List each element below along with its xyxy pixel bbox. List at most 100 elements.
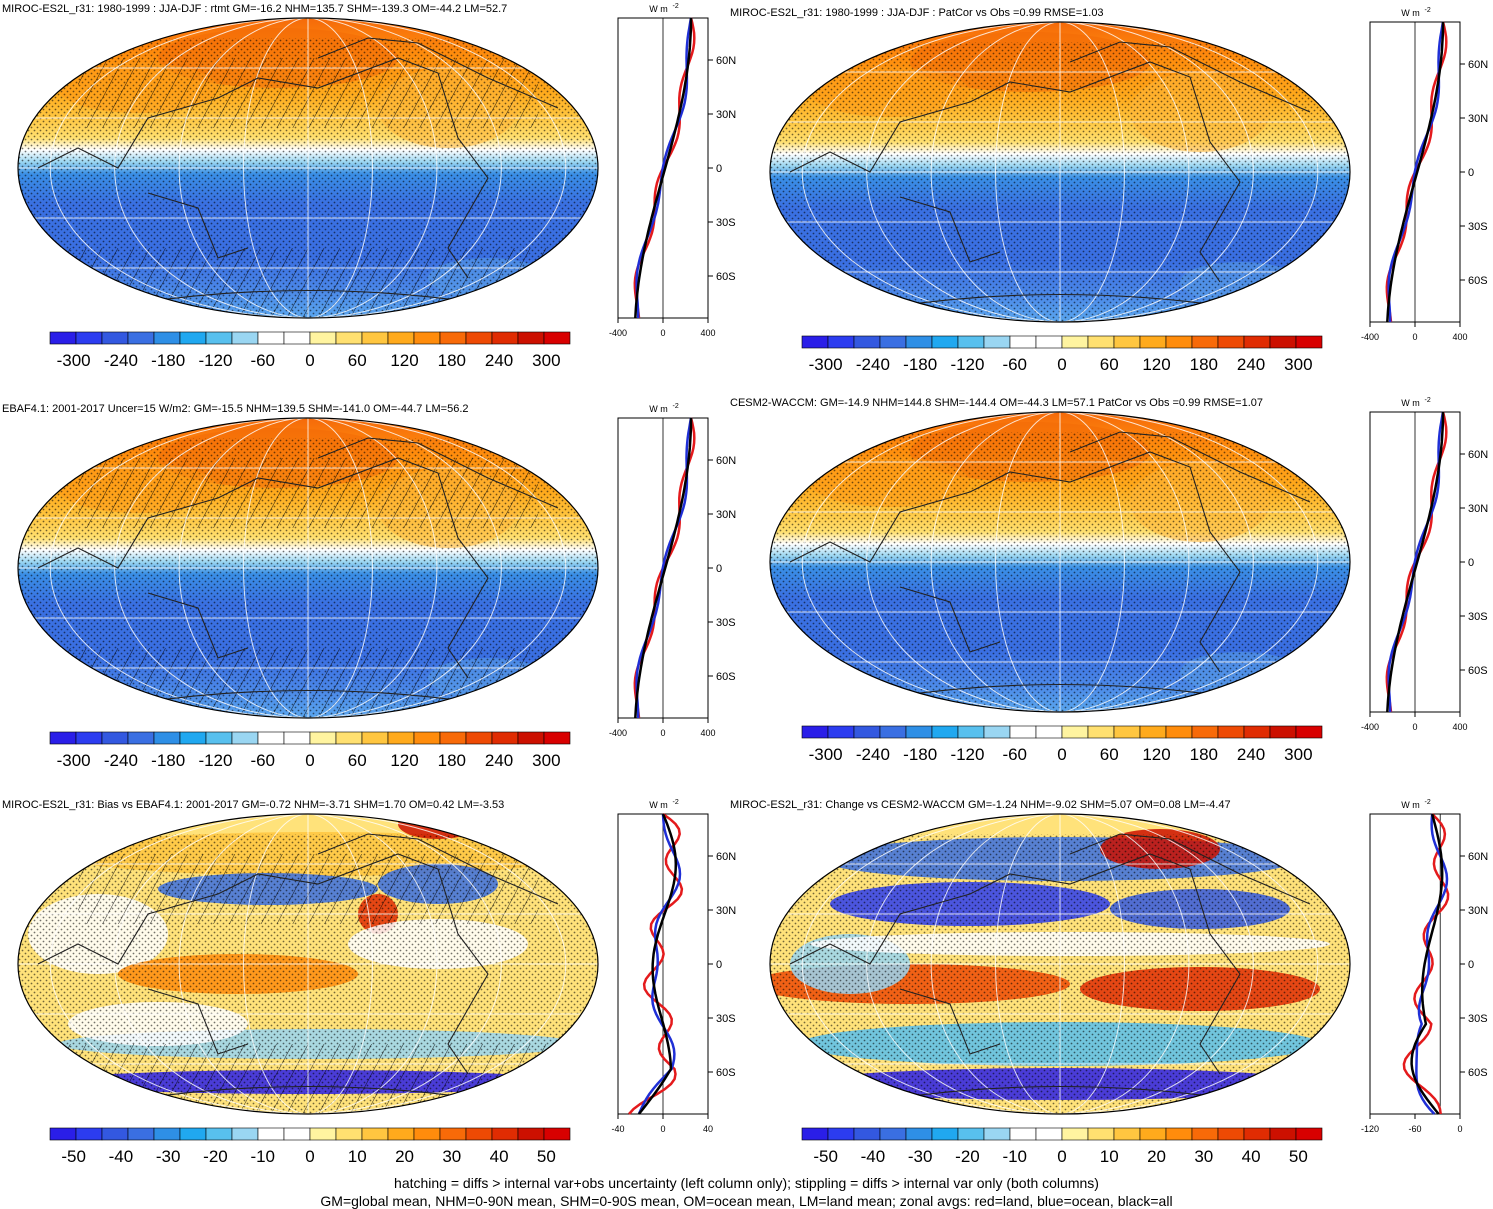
colorbar-box: [931, 1127, 959, 1141]
zonal-plot: W m -2 60N 30N 0 30S 60S -400 0 400: [609, 403, 736, 738]
colorbar-tick-label: -30: [908, 1147, 933, 1166]
zonal-x-label: -400: [1361, 722, 1379, 732]
colorbar-box: [387, 731, 415, 745]
colorbar-box: [309, 731, 337, 745]
colorbar-tick-label: -300: [57, 751, 91, 770]
graticule-lon: [243, 814, 309, 1114]
zonal-lat-label: 60N: [1468, 851, 1488, 863]
antarctica-coast: [889, 1085, 1231, 1100]
zonal-unit-exp: -2: [673, 3, 679, 10]
graticule-lon: [114, 418, 309, 718]
colorbar-box: [801, 725, 829, 739]
graticule-lon: [930, 22, 1061, 322]
graticule-lon: [307, 814, 373, 1114]
colorbar-box: [257, 331, 285, 345]
colorbar-box: [1243, 335, 1271, 349]
colorbar-box: [361, 1127, 389, 1141]
colorbar-tick-label: -10: [1002, 1147, 1027, 1166]
graticule-lon: [1059, 22, 1190, 322]
graticule-lon: [930, 412, 1061, 712]
map-field: [18, 814, 598, 1114]
colorbar-tick-label: 240: [485, 351, 513, 370]
graticule-lon: [1059, 814, 1254, 1114]
zonal-lat-label: 30S: [716, 1013, 736, 1025]
panel-p6: MIROC-ES2L_r31: Change vs CESM2-WACCM GM…: [730, 799, 1488, 1166]
colorbar-box: [853, 725, 881, 739]
colorbar-box: [905, 335, 933, 349]
zonal-curve-ocean: [1387, 21, 1445, 323]
colorbar-box: [1087, 335, 1115, 349]
zonal-plot: W m -2 60N 30N 0 30S 60S -400 0 400: [1361, 7, 1488, 342]
colorbar-tick-label: -10: [250, 1147, 275, 1166]
colorbar-box: [231, 331, 259, 345]
zonal-lat-label: 60S: [1468, 275, 1488, 287]
colorbar-box: [491, 331, 519, 345]
colorbar-box: [387, 331, 415, 345]
colorbar-tick-label: 20: [395, 1147, 414, 1166]
footer-line-1: hatching = diffs > internal var+obs unce…: [394, 1175, 1099, 1191]
zonal-lat-label: 60N: [716, 55, 736, 67]
colorbar-box: [413, 331, 441, 345]
colorbar-box: [983, 725, 1011, 739]
panel-title: MIROC-ES2L_r31: 1980-1999 : JJA-DJF : rt…: [2, 3, 507, 15]
colorbar-tick-label: -20: [955, 1147, 980, 1166]
colorbar-box: [439, 331, 467, 345]
zonal-unit: W m: [1401, 398, 1420, 408]
colorbar-box: [1191, 725, 1219, 739]
zonal-lat-label: 30N: [716, 905, 736, 917]
graticule-lon: [178, 18, 309, 318]
colorbar-box: [1217, 335, 1245, 349]
colorbar-tick-label: 60: [348, 751, 367, 770]
zonal-plot: W m -2 60N 30N 0 30S 60S -40 0 40: [611, 799, 736, 1134]
colorbar-box: [1269, 725, 1297, 739]
zonal-x-label: 400: [1452, 332, 1467, 342]
zonal-x-label: 0: [1412, 722, 1417, 732]
graticule-lon: [1059, 22, 1254, 322]
colorbar-box: [205, 331, 233, 345]
colorbar-box: [257, 1127, 285, 1141]
colorbar-box: [75, 331, 103, 345]
graticule-lon: [1059, 814, 1319, 1114]
colorbar-tick-label: 30: [1194, 1147, 1213, 1166]
colorbar-tick-label: -240: [104, 751, 138, 770]
graticule-lon: [49, 418, 309, 718]
antarctica-coast: [137, 289, 479, 304]
graticule-lon: [801, 814, 1061, 1114]
colorbar-box: [879, 725, 907, 739]
colorbar-box: [957, 335, 985, 349]
zonal-lat-label: 30N: [1468, 113, 1488, 125]
zonal-lat-label: 60N: [716, 455, 736, 467]
zonal-unit: W m: [1401, 8, 1420, 18]
coastline: [789, 431, 1311, 673]
panel-p1: MIROC-ES2L_r31: 1980-1999 : JJA-DJF : rt…: [2, 3, 736, 370]
graticule-lon: [307, 18, 567, 318]
graticule-lon: [1059, 412, 1254, 712]
colorbar-tick-label: -60: [1002, 745, 1027, 764]
graticule-lon: [1059, 412, 1125, 712]
colorbar-box: [931, 335, 959, 349]
colorbar-box: [491, 731, 519, 745]
coastline: [789, 833, 1311, 1075]
zonal-lat-label: 30S: [716, 217, 736, 229]
colorbar-box: [827, 725, 855, 739]
colorbar-box: [1113, 1127, 1141, 1141]
graticule-lon: [307, 18, 438, 318]
colorbar-box: [101, 1127, 129, 1141]
graticule-lon: [1059, 412, 1319, 712]
map-field: [770, 22, 1350, 322]
colorbar-box: [205, 731, 233, 745]
zonal-x-label: -40: [611, 1124, 624, 1134]
coastline: [37, 37, 559, 279]
colorbar-box: [283, 331, 311, 345]
colorbar-box: [1035, 725, 1063, 739]
colorbar-box: [801, 1127, 829, 1141]
colorbar-box: [101, 731, 129, 745]
colorbar-tick-label: -180: [903, 355, 937, 374]
colorbar-tick-label: 120: [390, 751, 418, 770]
colorbar-box: [413, 731, 441, 745]
colorbar-tick-label: -40: [861, 1147, 886, 1166]
colorbar-box: [101, 331, 129, 345]
colorbar-box: [517, 731, 545, 745]
colorbar-tick-label: 30: [442, 1147, 461, 1166]
